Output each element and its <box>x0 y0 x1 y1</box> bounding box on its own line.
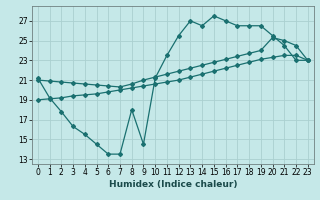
X-axis label: Humidex (Indice chaleur): Humidex (Indice chaleur) <box>108 180 237 189</box>
